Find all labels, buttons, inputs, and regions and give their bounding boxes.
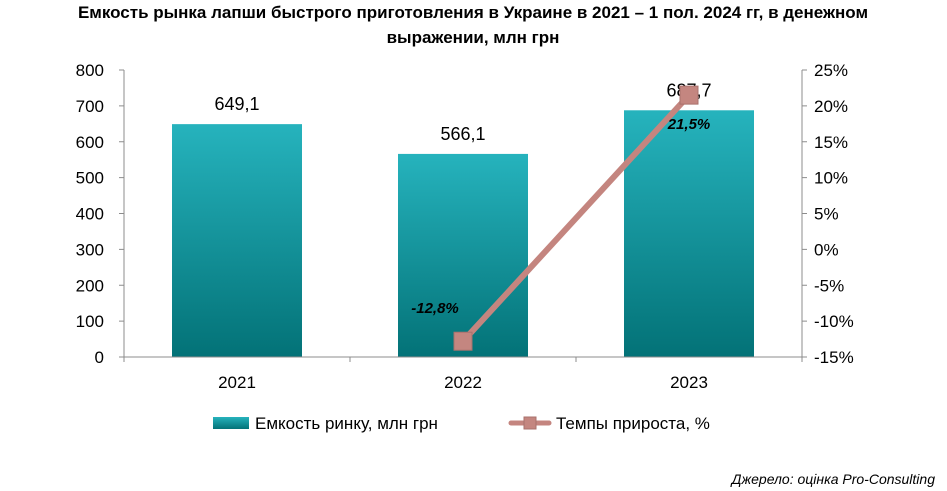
legend: Емкость ринку, млн грн Темпы прироста, %	[213, 414, 710, 433]
y-right-tick-label: 25%	[814, 61, 848, 80]
y-left-tick-label: 400	[76, 205, 104, 224]
growth-value-label: -12,8%	[411, 300, 459, 317]
bar-value-label: 566,1	[440, 124, 485, 144]
growth-line	[460, 92, 692, 345]
y-right-tick-label: -10%	[814, 312, 854, 331]
chart-title-line-2: выражении, млн грн	[387, 28, 560, 47]
y-right-tick-label: 20%	[814, 97, 848, 116]
legend-bar-swatch	[213, 417, 249, 429]
legend-bar-label: Емкость ринку, млн грн	[255, 414, 438, 433]
y-left-tick-label: 0	[95, 348, 104, 367]
y-right-tick-label: -15%	[814, 348, 854, 367]
bar-2022	[398, 153, 528, 357]
x-tick-label: 2021	[218, 373, 256, 392]
source-note: Джерело: оцінка Pro-Consulting	[730, 471, 936, 487]
y-right-tick-label: 5%	[814, 205, 839, 224]
y-left-tick-label: 200	[76, 276, 104, 295]
y-left-tick-label: 100	[76, 312, 104, 331]
y-left-tick-label: 800	[76, 61, 104, 80]
y-left-tick-label: 500	[76, 169, 104, 188]
y-right-tick-label: 0%	[814, 240, 839, 259]
x-tick-label: 2022	[444, 373, 482, 392]
growth-marker-2023	[679, 85, 699, 105]
y-axis-left: 0 100 200 300 400 500 600 700 800	[76, 61, 125, 367]
growth-marker-2022	[453, 331, 473, 351]
y-right-tick-label: -5%	[814, 276, 844, 295]
x-axis: 2021 2022 2023	[123, 356, 803, 392]
y-axis-right: -15% -10% -5% 0% 5% 10% 15% 20% 25%	[801, 61, 854, 367]
y-right-tick-label: 10%	[814, 169, 848, 188]
growth-line-series: -12,8% 21,5%	[411, 85, 711, 351]
y-left-tick-label: 700	[76, 97, 104, 116]
legend-line-marker	[523, 416, 537, 430]
chart-title-line-1: Емкость рынка лапши быстрого приготовлен…	[78, 3, 868, 22]
y-left-tick-label: 600	[76, 133, 104, 152]
bar-2021	[172, 124, 302, 357]
y-right-tick-label: 15%	[814, 133, 848, 152]
growth-value-label: 21,5%	[667, 116, 711, 133]
y-left-tick-label: 300	[76, 240, 104, 259]
bar-value-label: 649,1	[214, 94, 259, 114]
legend-line-label: Темпы прироста, %	[556, 414, 710, 433]
x-tick-label: 2023	[670, 373, 708, 392]
bar-2023	[624, 110, 754, 357]
